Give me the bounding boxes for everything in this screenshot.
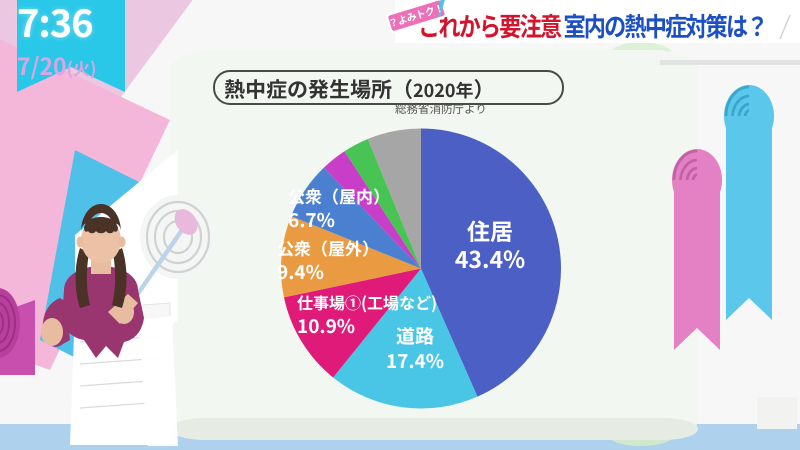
svg-text:43.4%: 43.4% (455, 241, 525, 275)
svg-text:17.4%: 17.4% (386, 347, 444, 374)
svg-text:仕事場①(工場など): 仕事場①(工場など) (297, 290, 437, 314)
svg-text:9.4%: 9.4% (277, 258, 324, 285)
svg-text:6.7%: 6.7% (288, 206, 335, 233)
svg-text:10.9%: 10.9% (297, 312, 355, 339)
svg-text:公衆（屋外）: 公衆（屋外） (277, 235, 379, 260)
svg-text:公衆（屋内）: 公衆（屋内） (288, 183, 390, 208)
svg-text:道路: 道路 (396, 322, 434, 349)
